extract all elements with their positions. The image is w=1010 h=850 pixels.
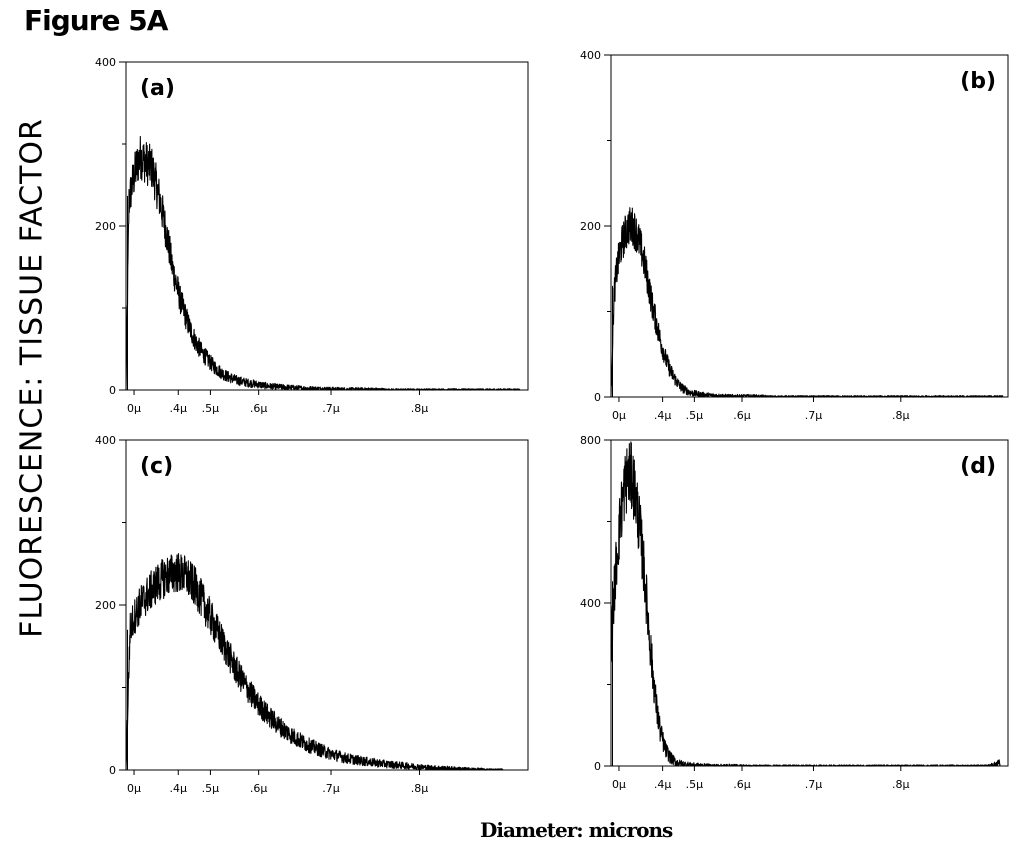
histogram-line bbox=[125, 136, 521, 391]
y-tick-label: 0 bbox=[594, 760, 601, 773]
x-tick-label: .4µ bbox=[170, 782, 188, 795]
figure-title: Figure 5A bbox=[24, 4, 168, 37]
x-tick-label: .5µ bbox=[686, 778, 704, 791]
x-tick-label: 0µ bbox=[612, 409, 626, 422]
x-tick-label: .7µ bbox=[322, 402, 340, 415]
plot-frame bbox=[610, 54, 1009, 398]
x-tick-label: .4µ bbox=[654, 409, 672, 422]
y-tick-label: 0 bbox=[109, 764, 116, 777]
x-tick-label: .6µ bbox=[250, 402, 268, 415]
x-axis-label: Diameter: microns bbox=[480, 818, 673, 842]
y-tick-label: 400 bbox=[95, 434, 116, 447]
y-tick-label: 0 bbox=[109, 384, 116, 397]
histogram-line bbox=[125, 553, 504, 771]
x-tick-label: .8µ bbox=[892, 778, 910, 791]
x-tick-label: 0µ bbox=[127, 402, 141, 415]
y-tick-label: 200 bbox=[95, 220, 116, 233]
panel-label: (a) bbox=[140, 76, 175, 101]
x-tick-label: .6µ bbox=[733, 778, 751, 791]
x-tick-label: .5µ bbox=[202, 402, 220, 415]
x-tick-label: .4µ bbox=[654, 778, 672, 791]
x-tick-label: .7µ bbox=[805, 409, 823, 422]
x-tick-label: .7µ bbox=[322, 782, 340, 795]
y-tick-label: 400 bbox=[95, 56, 116, 69]
panel-b: 0 200 400 0µ .4µ .5µ .6µ .7µ .8µ (b) bbox=[580, 49, 1009, 422]
x-tick-label: .4µ bbox=[170, 402, 188, 415]
y-tick-label: 200 bbox=[95, 599, 116, 612]
x-tick-label: .5µ bbox=[202, 782, 220, 795]
panel-label: (c) bbox=[140, 454, 173, 479]
y-tick-label: 400 bbox=[580, 49, 601, 62]
histogram-line bbox=[610, 207, 1004, 398]
plot-frame bbox=[125, 61, 529, 391]
x-tick-label: .8µ bbox=[411, 782, 429, 795]
x-tick-label: 0µ bbox=[612, 778, 626, 791]
x-tick-label: 0µ bbox=[127, 782, 141, 795]
plot-frame bbox=[610, 439, 1009, 767]
x-tick-label: .8µ bbox=[411, 402, 429, 415]
panel-a: 0 200 400 0µ .4µ .5µ .6µ .7µ .8µ (a) bbox=[95, 56, 529, 415]
panel-d: 0 400 800 0µ .4µ .5µ .6µ .7µ .8µ (d) bbox=[580, 434, 1009, 791]
y-tick-label: 800 bbox=[580, 434, 601, 447]
x-tick-label: .6µ bbox=[250, 782, 268, 795]
panel-label: (b) bbox=[960, 69, 996, 94]
histogram-line bbox=[610, 441, 1001, 767]
x-tick-label: .7µ bbox=[805, 778, 823, 791]
y-tick-label: 200 bbox=[580, 220, 601, 233]
plot-frame bbox=[125, 439, 529, 771]
x-tick-label: .5µ bbox=[686, 409, 704, 422]
panel-label: (d) bbox=[960, 454, 996, 479]
x-tick-label: .8µ bbox=[892, 409, 910, 422]
y-tick-label: 0 bbox=[594, 391, 601, 404]
panel-c: 0 200 400 0µ .4µ .5µ .6µ .7µ .8µ (c) bbox=[95, 434, 529, 795]
y-tick-label: 400 bbox=[580, 597, 601, 610]
x-tick-label: .6µ bbox=[733, 409, 751, 422]
